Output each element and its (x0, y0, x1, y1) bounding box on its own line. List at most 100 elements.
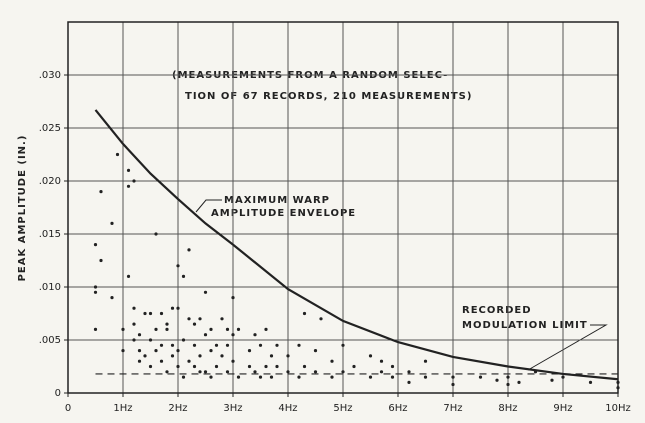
data-point (220, 354, 224, 358)
data-point (132, 306, 136, 310)
data-point (319, 317, 323, 321)
data-point (379, 370, 384, 374)
data-point (93, 243, 98, 247)
data-point (231, 359, 235, 363)
data-point (203, 290, 208, 294)
data-point (121, 349, 125, 353)
data-point (159, 359, 164, 363)
data-point (286, 370, 290, 374)
data-point (616, 386, 620, 390)
data-point (231, 296, 235, 300)
data-point (209, 327, 213, 331)
data-point (165, 322, 169, 326)
data-point (209, 375, 213, 379)
data-point (236, 327, 241, 331)
leader-line (527, 324, 608, 371)
data-point (236, 375, 241, 379)
data-point (330, 359, 334, 363)
data-point (137, 349, 142, 353)
data-point (148, 338, 153, 342)
data-point (275, 343, 279, 347)
data-point (506, 375, 510, 379)
data-point (176, 264, 180, 268)
data-point (258, 343, 263, 347)
data-point (181, 338, 186, 342)
data-point (264, 364, 268, 369)
data-point (126, 274, 131, 278)
data-point (352, 364, 356, 369)
x-tick-label: 6Hz (388, 403, 407, 414)
data-point (231, 333, 235, 337)
data-point (407, 370, 411, 374)
data-point (225, 343, 230, 347)
data-point (170, 306, 175, 310)
data-point (297, 343, 301, 347)
data-point (110, 296, 114, 300)
y-tick-label: 0 (55, 388, 61, 399)
x-tick-label: 1Hz (113, 403, 132, 414)
data-point (132, 179, 136, 183)
data-point (154, 327, 158, 331)
data-point (148, 311, 153, 316)
data-point (187, 317, 191, 321)
y-tick-label: .010 (39, 282, 61, 293)
data-point (115, 152, 120, 157)
data-point (198, 370, 202, 374)
data-point (341, 343, 345, 347)
data-point (225, 370, 230, 374)
data-point (258, 375, 263, 379)
x-tick-label: 5Hz (333, 403, 352, 414)
data-point (137, 359, 142, 363)
data-point (275, 364, 279, 369)
data-point (132, 338, 136, 342)
data-point (253, 333, 257, 337)
data-point (181, 274, 186, 278)
y-tick-label: .015 (39, 229, 61, 240)
data-point (390, 375, 395, 379)
x-tick-label: 9Hz (553, 403, 572, 414)
data-point (99, 190, 103, 194)
data-point (297, 375, 301, 379)
data-point (478, 375, 483, 379)
data-point (368, 375, 373, 379)
y-tick-label: .005 (39, 335, 61, 346)
data-point (181, 375, 186, 379)
data-point (121, 327, 125, 331)
annotation: TION OF 67 RECORDS, 210 MEASUREMENTS) (185, 91, 472, 102)
data-point (176, 364, 180, 369)
data-point (99, 258, 103, 263)
data-point (390, 364, 395, 369)
x-tick-label: 10Hz (605, 403, 631, 414)
data-point (423, 375, 428, 379)
x-tick-label: 4Hz (278, 403, 297, 414)
annotation: AMPLITUDE ENVELOPE (211, 208, 356, 219)
data-point (253, 370, 257, 374)
data-point (451, 382, 455, 387)
x-tick-label: 7Hz (443, 403, 462, 414)
data-point (159, 343, 164, 347)
data-point (368, 354, 373, 358)
data-point (220, 317, 224, 321)
data-point (154, 232, 158, 236)
data-point (187, 248, 191, 252)
plot-frame (67, 21, 619, 394)
data-point (517, 380, 521, 384)
data-point (313, 370, 318, 374)
data-point (264, 327, 268, 331)
data-point (214, 343, 219, 347)
annotation: MAXIMUM WARP (224, 195, 330, 206)
data-point (170, 343, 175, 347)
data-point (225, 327, 230, 331)
data-point (616, 380, 620, 384)
data-point (187, 359, 191, 363)
data-point (132, 322, 136, 326)
data-point (506, 382, 510, 387)
data-point (165, 327, 169, 331)
data-point (286, 354, 290, 358)
x-tick-label: 3Hz (223, 403, 242, 414)
data-point (313, 349, 318, 353)
data-point (93, 327, 98, 331)
data-point (269, 354, 274, 358)
